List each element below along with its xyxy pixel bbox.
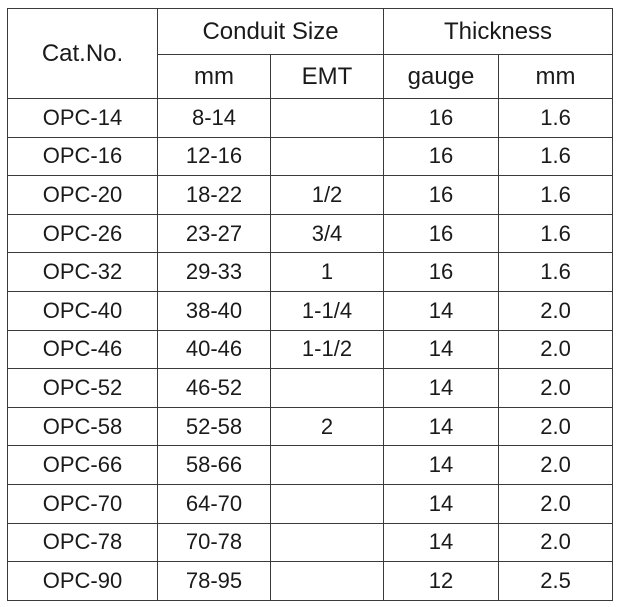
cell-thickness-gauge: 12 [383,561,500,601]
table-row: OPC-66 58-66 14 2.0 [7,445,614,485]
cell-thickness-gauge: 14 [383,483,500,524]
cell-thickness-mm: 2.0 [498,522,614,563]
cell-thickness-mm: 2.0 [498,483,614,524]
cell-cat-no: OPC-14 [7,98,158,138]
cell-cat-no: OPC-58 [7,406,158,447]
cell-cat-no: OPC-46 [7,329,158,370]
table-row: OPC-26 23-27 3/4 16 1.6 [7,213,614,254]
table-row: OPC-46 40-46 1-1/2 14 2.0 [7,329,614,370]
cell-thickness-gauge: 16 [383,213,500,254]
cell-size-emt: 1 [269,252,385,292]
cell-size-mm: 29-33 [157,252,271,292]
cell-size-emt [269,483,385,524]
cell-thickness-gauge: 16 [383,136,500,177]
cell-size-mm: 64-70 [157,483,271,524]
cell-thickness-gauge: 16 [383,175,500,215]
table-row: OPC-20 18-22 1/2 16 1.6 [7,175,614,215]
cell-cat-no: OPC-70 [7,483,158,524]
table-row: OPC-78 70-78 14 2.0 [7,522,614,563]
cell-cat-no: OPC-16 [7,136,158,177]
cell-thickness-gauge: 14 [383,329,500,370]
spec-table-container: Cat.No. Conduit Size Thickness mm EMT ga… [7,8,614,601]
table-body: OPC-14 8-14 16 1.6 OPC-16 12-16 16 1.6 OPC-20 18-… [7,98,614,601]
table-row: OPC-52 46-52 14 2.0 [7,368,614,408]
cell-size-emt [269,445,385,485]
cell-cat-no: OPC-20 [7,175,158,215]
table-row: OPC-32 29-33 1 16 1.6 [7,252,614,292]
table-row: OPC-70 64-70 14 2.0 [7,483,614,524]
cell-thickness-gauge: 14 [383,445,500,485]
cell-size-emt [269,98,385,138]
cell-thickness-gauge: 14 [383,522,500,563]
cell-size-mm: 18-22 [157,175,271,215]
table-row: OPC-14 8-14 16 1.6 [7,98,614,138]
cell-cat-no: OPC-32 [7,252,158,292]
cell-thickness-mm: 1.6 [498,252,614,292]
cell-thickness-mm: 2.0 [498,329,614,370]
header-cat-no: Cat.No. [7,8,158,99]
cell-cat-no: OPC-90 [7,561,158,601]
cell-thickness-gauge: 14 [383,290,500,331]
table-row: OPC-16 12-16 16 1.6 [7,136,614,177]
cell-size-emt: 1/2 [269,175,385,215]
table-row: OPC-40 38-40 1-1/4 14 2.0 [7,290,614,331]
cell-thickness-mm: 2.0 [498,368,614,408]
header-row-sub: mm EMT gauge mm [8,54,614,99]
cell-thickness-mm: 2.0 [498,445,614,485]
cell-size-mm: 38-40 [157,290,271,331]
table-header: Cat.No. Conduit Size Thickness mm EMT ga… [7,8,614,99]
cell-size-mm: 23-27 [157,213,271,254]
table-row: OPC-90 78-95 12 2.5 [7,561,614,601]
cell-size-emt: 1-1/2 [269,329,385,370]
cell-cat-no: OPC-66 [7,445,158,485]
cell-size-mm: 58-66 [157,445,271,485]
cell-size-emt [269,368,385,408]
cell-size-emt: 1-1/4 [269,290,385,331]
cell-thickness-gauge: 14 [383,406,500,447]
cell-thickness-gauge: 14 [383,368,500,408]
header-thickness-mm: mm [498,54,614,99]
cell-thickness-mm: 2.0 [498,406,614,447]
header-thickness-gauge: gauge [383,54,500,99]
cell-thickness-mm: 1.6 [498,213,614,254]
cell-cat-no: OPC-78 [7,522,158,563]
cell-size-emt: 2 [269,406,385,447]
cell-size-mm: 40-46 [157,329,271,370]
cell-cat-no: OPC-40 [7,290,158,331]
table-row: OPC-58 52-58 2 14 2.0 [7,406,614,447]
cell-thickness-mm: 1.6 [498,175,614,215]
cell-thickness-mm: 2.0 [498,290,614,331]
cell-size-emt [269,136,385,177]
cell-size-mm: 12-16 [157,136,271,177]
header-size-emt: EMT [269,54,385,99]
cell-size-mm: 78-95 [157,561,271,601]
cell-thickness-gauge: 16 [383,98,500,138]
cell-size-mm: 8-14 [157,98,271,138]
cell-size-mm: 46-52 [157,368,271,408]
cell-cat-no: OPC-26 [7,213,158,254]
cell-size-emt [269,522,385,563]
header-row-top: Cat.No. Conduit Size Thickness [7,8,614,99]
conduit-spec-table: Cat.No. Conduit Size Thickness mm EMT ga… [7,8,614,601]
cell-thickness-mm: 1.6 [498,98,614,138]
cell-thickness-mm: 2.5 [498,561,614,601]
header-thickness: Thickness [383,8,614,55]
cell-cat-no: OPC-52 [7,368,158,408]
cell-size-mm: 52-58 [157,406,271,447]
header-size-mm: mm [157,54,271,99]
cell-thickness-mm: 1.6 [498,136,614,177]
cell-thickness-gauge: 16 [383,252,500,292]
header-conduit-size: Conduit Size [156,8,385,55]
cell-size-emt [269,561,385,601]
cell-size-emt: 3/4 [269,213,385,254]
cell-size-mm: 70-78 [157,522,271,563]
